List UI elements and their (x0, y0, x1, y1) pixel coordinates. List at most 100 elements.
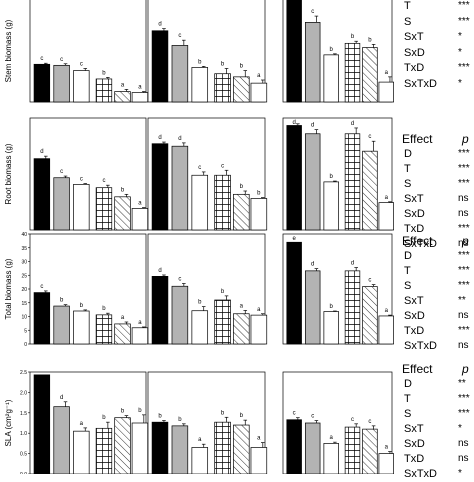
p-value: *** (458, 178, 470, 189)
bar (214, 174, 231, 231)
significance-letter: b (102, 70, 106, 76)
p-value: ns (458, 453, 469, 464)
effect-row: SxT * (402, 31, 474, 45)
effect-name: SxT (404, 423, 424, 435)
bar (378, 453, 394, 474)
effect-name: S (404, 280, 412, 292)
y-tick-label: 0 (24, 342, 27, 348)
significance-letter: c (80, 61, 83, 67)
effect-row: SxTxD ns (402, 340, 474, 354)
bar (131, 92, 149, 103)
bar (114, 91, 131, 103)
p-value: ns (458, 310, 469, 321)
bar (53, 64, 70, 103)
p-value: ** (458, 295, 466, 306)
significance-letter: a (121, 82, 125, 88)
bar (151, 276, 169, 345)
p-value: *** (458, 280, 470, 291)
significance-letter: c (80, 177, 83, 183)
significance-letter: b (221, 61, 225, 67)
y-tick-label: 35 (21, 246, 27, 252)
y-tick-label: 5 (24, 328, 27, 334)
bar (191, 447, 209, 474)
bar (286, 125, 302, 231)
p-value: ns (458, 340, 469, 351)
significance-letter: d (293, 120, 296, 126)
y-tick-label: 25 (21, 273, 27, 279)
effect-name: SxT (404, 31, 424, 43)
bar (95, 78, 113, 103)
bar (323, 311, 339, 345)
effect-name: SxT (404, 193, 424, 205)
significance-letter: a (257, 436, 261, 442)
p-header: p (462, 132, 469, 146)
significance-letter: c (311, 414, 314, 420)
bar (171, 285, 189, 345)
effect-name: SxTxD (404, 340, 437, 352)
effect-header: Effect (402, 234, 433, 248)
significance-letter: b (257, 191, 261, 197)
significance-letter: c (368, 419, 371, 425)
y-tick-label: 0.0 (20, 472, 27, 474)
effect-row: SxD ns (402, 438, 474, 452)
p-value: ns (458, 238, 469, 249)
effect-name: SxD (404, 208, 425, 220)
effect-row: TxD *** (402, 62, 474, 76)
bar (250, 198, 268, 231)
bar (171, 425, 189, 474)
bar (73, 310, 90, 345)
y-axis-label: SLA (cm²g⁻¹) (4, 399, 13, 446)
bar (362, 150, 378, 231)
bar (191, 67, 209, 103)
bar (214, 299, 231, 345)
significance-letter: a (198, 437, 202, 443)
bar (233, 76, 250, 103)
significance-letter: b (60, 298, 64, 304)
effect-name: T (404, 163, 411, 175)
bar (250, 447, 268, 474)
effect-row: T *** (402, 265, 474, 279)
p-value: ns (458, 193, 469, 204)
effect-name: SxTxD (404, 468, 437, 480)
bar (95, 427, 113, 474)
bar (233, 313, 250, 345)
effect-name: SxTxD (404, 238, 437, 250)
significance-letter: b (158, 414, 162, 420)
significance-letter: c (351, 417, 354, 423)
significance-letter: a (257, 73, 261, 79)
significance-letter: c (60, 57, 63, 63)
bar (95, 187, 113, 231)
effect-row: D ** (402, 378, 474, 392)
y-axis-label: Stem biomass (g) (4, 19, 13, 82)
p-value: *** (458, 393, 470, 404)
significance-letter: d (351, 121, 354, 127)
significance-letter: c (60, 169, 63, 175)
significance-letter: c (40, 284, 43, 290)
significance-letter: b (102, 306, 106, 312)
y-tick-label: 10 (21, 315, 27, 321)
effect-row: S *** (402, 280, 474, 294)
significance-letter: b (351, 34, 355, 40)
effect-name: TxD (404, 62, 425, 74)
bar (323, 181, 339, 231)
bar (114, 417, 131, 474)
y-tick-label: 20 (21, 287, 27, 293)
significance-letter: c (198, 165, 201, 171)
bar (286, 419, 302, 474)
effect-name: SxD (404, 46, 425, 59)
bar (344, 133, 361, 231)
bar (114, 196, 131, 231)
y-tick-label: 30 (21, 260, 27, 266)
bar (214, 421, 231, 474)
effect-name: TxD (404, 453, 425, 465)
panel-frame (147, 371, 266, 474)
p-value: ns (458, 208, 469, 219)
effect-name: D (404, 378, 412, 390)
effect-row: SxT ns (402, 193, 474, 207)
p-value: * (458, 423, 462, 434)
bar (73, 70, 90, 103)
p-value: *** (458, 15, 470, 27)
significance-letter: d (351, 261, 354, 267)
significance-letter: a (385, 445, 389, 451)
